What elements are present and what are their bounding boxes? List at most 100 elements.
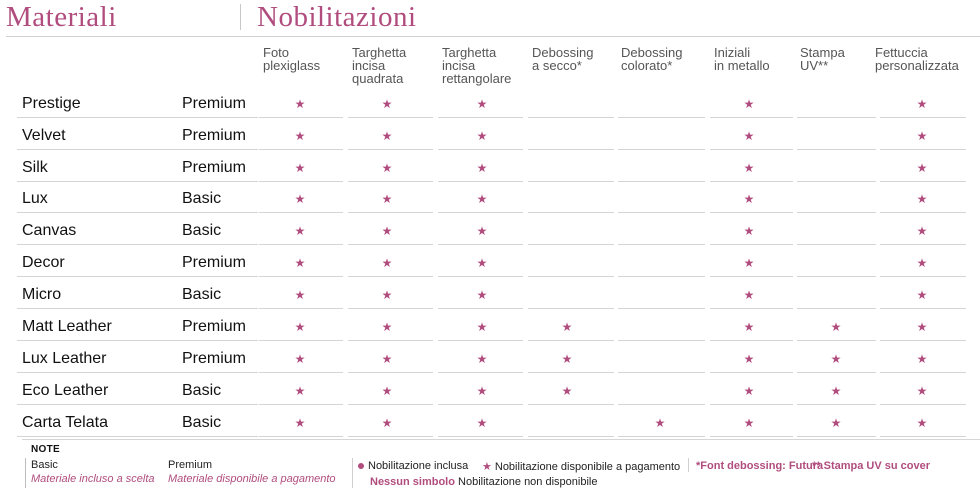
material-tier: Premium bbox=[178, 90, 258, 118]
material-name: Lux bbox=[17, 185, 179, 213]
star-icon: ★ bbox=[476, 416, 488, 430]
material-name: Micro bbox=[17, 281, 179, 309]
star-icon: ★ bbox=[743, 97, 755, 111]
star-icon: ★ bbox=[476, 192, 488, 206]
finish-cell bbox=[880, 377, 966, 405]
star-icon: ★ bbox=[916, 256, 928, 270]
finish-cell bbox=[880, 281, 966, 309]
column-header: Foto plexiglass bbox=[263, 45, 321, 73]
star-icon: ★ bbox=[476, 129, 488, 143]
finish-cell bbox=[710, 154, 793, 182]
legend-included-text: Nobilitazione inclusa bbox=[368, 460, 469, 472]
header-rule bbox=[6, 36, 980, 37]
material-name: Canvas bbox=[17, 217, 179, 245]
finish-cell bbox=[348, 409, 433, 437]
finish-cell bbox=[797, 90, 876, 118]
star-icon: ★ bbox=[830, 352, 842, 366]
finishes-title: Nobilitazioni bbox=[257, 1, 417, 33]
material-name: Decor bbox=[17, 249, 179, 277]
finish-cell bbox=[880, 345, 966, 373]
finish-cell bbox=[880, 313, 966, 341]
finish-cell bbox=[710, 185, 793, 213]
finish-cell bbox=[348, 90, 433, 118]
star-icon: ★ bbox=[743, 352, 755, 366]
star-icon: ★ bbox=[916, 161, 928, 175]
finish-cell bbox=[710, 90, 793, 118]
uv-note: ** Stampa UV su cover bbox=[812, 460, 930, 472]
material-tier: Basic bbox=[178, 377, 258, 405]
star-icon: ★ bbox=[381, 224, 393, 238]
finish-cell bbox=[880, 154, 966, 182]
material-name: Carta Telata bbox=[17, 409, 179, 437]
premium-label: Premium bbox=[168, 459, 213, 471]
finish-cell bbox=[710, 377, 793, 405]
finish-cell bbox=[528, 313, 614, 341]
table-row: Silk Premium ★ ★ ★ ★ ★ bbox=[0, 154, 980, 186]
finish-cell bbox=[438, 409, 523, 437]
legend-none: Nessun simbolo Nobilitazione non disponi… bbox=[370, 476, 597, 488]
column-header: Iniziali in metallo bbox=[714, 45, 770, 73]
table-row: Lux Leather Premium ★ ★ ★ ★ ★ ★ ★ bbox=[0, 345, 980, 377]
star-icon: ★ bbox=[743, 320, 755, 334]
star-icon: ★ bbox=[482, 461, 492, 473]
material-tier: Premium bbox=[178, 154, 258, 182]
star-icon: ★ bbox=[916, 320, 928, 334]
finish-cell bbox=[259, 154, 343, 182]
finish-cell bbox=[618, 90, 705, 118]
finish-cell bbox=[259, 313, 343, 341]
finish-cell bbox=[348, 122, 433, 150]
materials-title: Materiali bbox=[6, 1, 117, 33]
star-icon: ★ bbox=[381, 384, 393, 398]
finish-cell bbox=[259, 217, 343, 245]
star-icon: ★ bbox=[294, 97, 306, 111]
star-icon: ★ bbox=[743, 224, 755, 238]
finish-cell bbox=[438, 185, 523, 213]
star-icon: ★ bbox=[743, 384, 755, 398]
finish-cell bbox=[618, 313, 705, 341]
star-icon: ★ bbox=[381, 416, 393, 430]
material-name: Prestige bbox=[17, 90, 179, 118]
star-icon: ★ bbox=[294, 161, 306, 175]
column-header: Stampa UV** bbox=[800, 45, 845, 73]
legend-included: Nobilitazione inclusa bbox=[358, 460, 468, 472]
finish-cell bbox=[710, 217, 793, 245]
finish-cell bbox=[618, 185, 705, 213]
star-icon: ★ bbox=[294, 288, 306, 302]
finish-cell bbox=[880, 249, 966, 277]
table-row: Canvas Basic ★ ★ ★ ★ ★ bbox=[0, 217, 980, 249]
star-icon: ★ bbox=[916, 192, 928, 206]
premium-description: Materiale disponibile a pagamento bbox=[168, 473, 336, 485]
finish-cell bbox=[259, 345, 343, 373]
material-tier: Premium bbox=[178, 313, 258, 341]
title-divider bbox=[240, 4, 241, 30]
finish-cell bbox=[880, 90, 966, 118]
column-header: Debossing colorato* bbox=[621, 45, 683, 73]
material-name: Velvet bbox=[17, 122, 179, 150]
star-icon: ★ bbox=[294, 416, 306, 430]
legend-none-text: Nobilitazione non disponibile bbox=[458, 476, 598, 488]
finish-cell bbox=[797, 249, 876, 277]
star-icon: ★ bbox=[916, 416, 928, 430]
finish-cell bbox=[438, 281, 523, 309]
notes-rule bbox=[22, 439, 980, 440]
finish-cell bbox=[259, 249, 343, 277]
finish-cell bbox=[348, 377, 433, 405]
star-icon: ★ bbox=[294, 320, 306, 334]
basic-description: Materiale incluso a scelta bbox=[31, 473, 155, 485]
finish-cell bbox=[438, 122, 523, 150]
finish-cell bbox=[618, 154, 705, 182]
table-row: Prestige Premium ★ ★ ★ ★ ★ bbox=[0, 90, 980, 122]
star-icon: ★ bbox=[743, 288, 755, 302]
material-tier: Premium bbox=[178, 122, 258, 150]
finish-cell bbox=[797, 377, 876, 405]
table-row: Carta Telata Basic ★ ★ ★ ★ ★ ★ ★ bbox=[0, 409, 980, 441]
star-icon: ★ bbox=[830, 416, 842, 430]
finish-cell bbox=[710, 122, 793, 150]
star-icon: ★ bbox=[381, 256, 393, 270]
finish-cell bbox=[797, 185, 876, 213]
star-icon: ★ bbox=[916, 224, 928, 238]
material-tier: Basic bbox=[178, 409, 258, 437]
star-icon: ★ bbox=[561, 384, 573, 398]
column-header: Debossing a secco* bbox=[532, 45, 594, 73]
finish-cell bbox=[710, 281, 793, 309]
